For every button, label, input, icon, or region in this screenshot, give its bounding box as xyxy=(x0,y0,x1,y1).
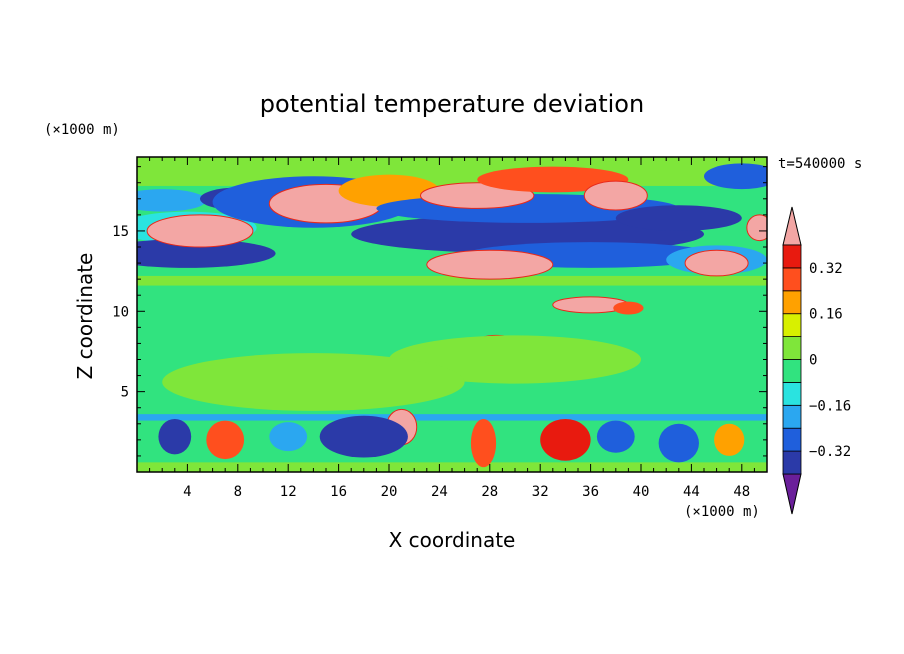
x-tick-label-40: 40 xyxy=(633,484,650,500)
x-tick-label-8: 8 xyxy=(234,484,242,500)
colorbar-segment-9 xyxy=(782,244,802,269)
x-tick-label-16: 16 xyxy=(330,484,347,500)
colorbar-label-2: 0 xyxy=(809,353,817,369)
x-tick-label-4: 4 xyxy=(183,484,191,500)
field-blob-29 xyxy=(158,418,192,455)
x-axis-ticks: 4 8 12 16 20 24 28 32 36 40 44 48 xyxy=(149,157,755,500)
colorbar: 0.32 0.16 0 −0.16 −0.32 xyxy=(782,206,851,515)
field-band-3 xyxy=(137,414,767,421)
x-tick-label-12: 12 xyxy=(280,484,297,500)
y-tick-label-15: 15 xyxy=(112,224,129,240)
colorbar-segment-2 xyxy=(782,404,802,429)
heatmap-field xyxy=(137,157,767,472)
x-tick-label-20: 20 xyxy=(381,484,398,500)
x-tick-label-48: 48 xyxy=(733,484,750,500)
field-blob-2 xyxy=(146,214,254,248)
colorbar-extend-min xyxy=(782,473,802,515)
field-band-4 xyxy=(137,462,767,472)
y-tick-label-5: 5 xyxy=(121,385,129,401)
y-axis-label: Z coordinate xyxy=(73,253,97,380)
colorbar-extend-max xyxy=(782,206,802,246)
y-tick-label-10: 10 xyxy=(112,304,129,320)
colorbar-label-0: 0.32 xyxy=(809,261,843,277)
field-blob-1 xyxy=(137,238,276,268)
x-tick-label-36: 36 xyxy=(582,484,599,500)
colorbar-label-1: 0.16 xyxy=(809,307,843,323)
x-tick-label-44: 44 xyxy=(683,484,700,500)
field-blob-30 xyxy=(269,422,308,452)
x-tick-label-28: 28 xyxy=(481,484,498,500)
chart-title: potential temperature deviation xyxy=(260,90,644,118)
x-unit-label: (×1000 m) xyxy=(684,504,760,520)
colorbar-segment-8 xyxy=(782,267,802,292)
field-blob-34 xyxy=(658,423,699,463)
y-unit-label: (×1000 m) xyxy=(44,122,120,138)
colorbar-segment-7 xyxy=(782,290,802,315)
colorbar-segment-6 xyxy=(782,313,802,338)
y-axis-ticks: 5 10 15 xyxy=(112,166,767,457)
colorbar-label-4: −0.32 xyxy=(809,444,851,460)
field-blob-27 xyxy=(319,415,408,458)
colorbar-segment-3 xyxy=(782,381,802,406)
field-blob-33 xyxy=(596,420,635,453)
field-blob-19 xyxy=(704,163,767,190)
field-blob-13 xyxy=(583,180,648,211)
colorbar-segment-4 xyxy=(782,359,802,383)
colorbar-segment-5 xyxy=(782,336,802,360)
x-axis-label: X coordinate xyxy=(389,528,516,552)
field-blob-3 xyxy=(137,189,207,212)
field-blob-16 xyxy=(426,249,554,280)
time-label: t=540000 s xyxy=(778,156,862,172)
field-blob-32 xyxy=(540,418,591,461)
field-blob-20 xyxy=(746,214,767,242)
field-band-2 xyxy=(137,157,767,186)
field-band-1 xyxy=(137,275,767,286)
field-blob-18 xyxy=(684,249,749,277)
field-blob-7 xyxy=(338,174,440,207)
colorbar-segment-1 xyxy=(782,427,802,452)
colorbar-segment-0 xyxy=(782,450,802,475)
field-blob-25 xyxy=(162,353,465,411)
field-blob-14 xyxy=(615,205,742,231)
colorbar-label-3: −0.16 xyxy=(809,398,851,414)
field-blob-22 xyxy=(613,301,644,315)
x-tick-label-32: 32 xyxy=(532,484,549,500)
field-blob-31 xyxy=(470,418,497,468)
x-tick-label-24: 24 xyxy=(431,484,448,500)
field-blob-28 xyxy=(206,420,245,460)
field-blob-35 xyxy=(714,423,745,456)
field-blob-12 xyxy=(477,166,629,193)
